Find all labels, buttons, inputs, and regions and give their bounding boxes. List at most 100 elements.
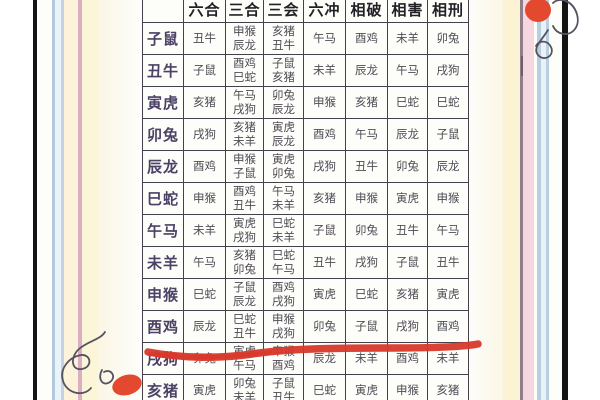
table-cell-line: 戌狗: [355, 256, 378, 269]
row-label: 申猴: [142, 278, 184, 311]
table-cell: 子鼠: [345, 310, 388, 343]
table-cell-line: 未羊: [436, 352, 460, 365]
table-cell-line: 申猴: [233, 25, 256, 38]
table-cell: 未羊: [427, 342, 469, 375]
stripe-pink-left: [78, 0, 82, 400]
table-cell-line: 亥猪: [233, 121, 256, 134]
table-cell-line: 丑牛: [272, 391, 295, 400]
table-cell-line: 亥猪: [272, 25, 295, 38]
table-cell: 戌狗: [345, 246, 388, 279]
row-label: 亥猪: [142, 374, 184, 400]
table-cell-line: 申猴: [396, 384, 419, 397]
table-cell-line: 卯兔: [193, 352, 216, 365]
table-cell: 巳蛇 丑牛: [225, 310, 264, 343]
table-cell: 申猴 戌狗: [263, 310, 304, 343]
table-cell-line: 申猴: [355, 192, 378, 205]
table-cell: 巳蛇: [303, 374, 346, 400]
table-cell: 辰龙: [345, 54, 388, 87]
row-label: 酉鸡: [142, 310, 184, 343]
table-cell: 辰龙: [387, 118, 428, 151]
table-cell-line: 巳蛇: [233, 313, 256, 326]
table-cell: 巳蛇 午马: [263, 246, 304, 279]
table-cell: 卯兔: [345, 214, 388, 247]
table-cell-line: 丑牛: [355, 160, 378, 173]
table-cell: 卯兔: [183, 342, 226, 375]
table-cell: 未羊: [303, 54, 346, 87]
table-cell-line: 寅虎: [272, 153, 295, 166]
column-header: 六合: [183, 0, 226, 23]
table-cell: 午马: [427, 214, 469, 247]
table-cell: 卯兔: [427, 22, 469, 55]
table-cell-line: 卯兔: [396, 160, 419, 173]
table-cell: 午马: [303, 22, 346, 55]
row-label: 辰龙: [142, 150, 184, 183]
table-cell: 辰龙: [303, 342, 346, 375]
row-label: 巳蛇: [142, 182, 184, 215]
table-cell: 午马 未羊: [263, 182, 304, 215]
table-cell-line: 卯兔: [272, 167, 295, 180]
table-cell: 申猴: [183, 182, 226, 215]
table-cell-line: 申猴: [233, 153, 256, 166]
row-label: 卯兔: [142, 118, 184, 151]
table-cell-line: 戌狗: [272, 327, 295, 340]
table-cell-line: 戌狗: [193, 128, 216, 141]
table-cell-line: 午马: [436, 224, 460, 237]
table-cell-line: 酉鸡: [355, 32, 378, 45]
table-cell-line: 辰龙: [233, 39, 256, 52]
table-cell: 午马: [387, 54, 428, 87]
table-cell: 午马 戌狗: [225, 86, 264, 119]
table-cell: 申猴: [427, 182, 469, 215]
table-cell-line: 辰龙: [396, 128, 419, 141]
row-label: 午马: [142, 214, 184, 247]
column-header: 六冲: [303, 0, 346, 23]
table-cell-line: 寅虎: [355, 384, 378, 397]
table-cell-line: 午马: [313, 32, 336, 45]
stripe-yellow-right: [503, 0, 520, 400]
stripe-blue-left: [52, 0, 55, 400]
table-cell: 卯兔 未羊: [225, 374, 264, 400]
table-cell-line: 丑牛: [272, 39, 295, 52]
table-row: 巳蛇 申猴 酉鸡 丑牛 午马 未羊 亥猪 申猴 寅虎 申猴: [142, 182, 469, 215]
table-cell-line: 寅虎: [436, 288, 460, 301]
table-cell-line: 戌狗: [233, 231, 256, 244]
row-label: 戌狗: [142, 342, 184, 375]
stripe-mauve-right: [520, 0, 523, 400]
table-cell-line: 辰龙: [436, 160, 460, 173]
table-row: 戌狗 卯兔 寅虎 午马 申猴 酉鸡 辰龙 未羊 酉鸡 未羊: [142, 342, 469, 375]
table-cell-line: 亥猪: [193, 96, 216, 109]
column-header: 相害: [387, 0, 428, 23]
table-cell-line: 未羊: [193, 224, 216, 237]
table-cell: 寅虎: [427, 278, 469, 311]
table-cell: 寅虎: [183, 374, 226, 400]
table-cell-line: 戌狗: [272, 295, 295, 308]
right-margin: [568, 0, 600, 400]
table-cell: 申猴: [387, 374, 428, 400]
row-label: 寅虎: [142, 86, 184, 119]
table-cell-line: 未羊: [355, 352, 378, 365]
table-cell: 酉鸡: [345, 22, 388, 55]
table-cell-line: 卯兔: [436, 32, 460, 45]
table-cell: 巳蛇: [427, 86, 469, 119]
table-cell-line: 未羊: [233, 391, 256, 400]
table-cell-line: 子鼠: [233, 167, 256, 180]
table-cell-line: 亥猪: [233, 249, 256, 262]
table-cell: 卯兔 辰龙: [263, 86, 304, 119]
table-cell-line: 丑牛: [233, 199, 256, 212]
table-cell: 丑牛: [345, 150, 388, 183]
table-cell: 未羊: [183, 214, 226, 247]
table-cell: 戌狗: [303, 150, 346, 183]
left-margin: [0, 0, 33, 400]
table-cell-line: 辰龙: [355, 64, 378, 77]
table-cell: 子鼠 丑牛: [263, 374, 304, 400]
table-cell-line: 子鼠: [355, 320, 378, 333]
table-row: 亥猪 寅虎 卯兔 未羊 子鼠 丑牛 巳蛇 寅虎 申猴 亥猪: [142, 374, 469, 400]
table-cell-line: 子鼠: [193, 64, 216, 77]
stripe-yellow2-left: [82, 0, 97, 400]
table-cell-line: 巳蛇: [396, 96, 419, 109]
table-cell: 午马: [183, 246, 226, 279]
table-cell-line: 亥猪: [272, 71, 295, 84]
table-cell-line: 巳蛇: [272, 217, 295, 230]
table-cell-line: 丑牛: [233, 327, 256, 340]
table-cell-line: 未羊: [272, 199, 295, 212]
